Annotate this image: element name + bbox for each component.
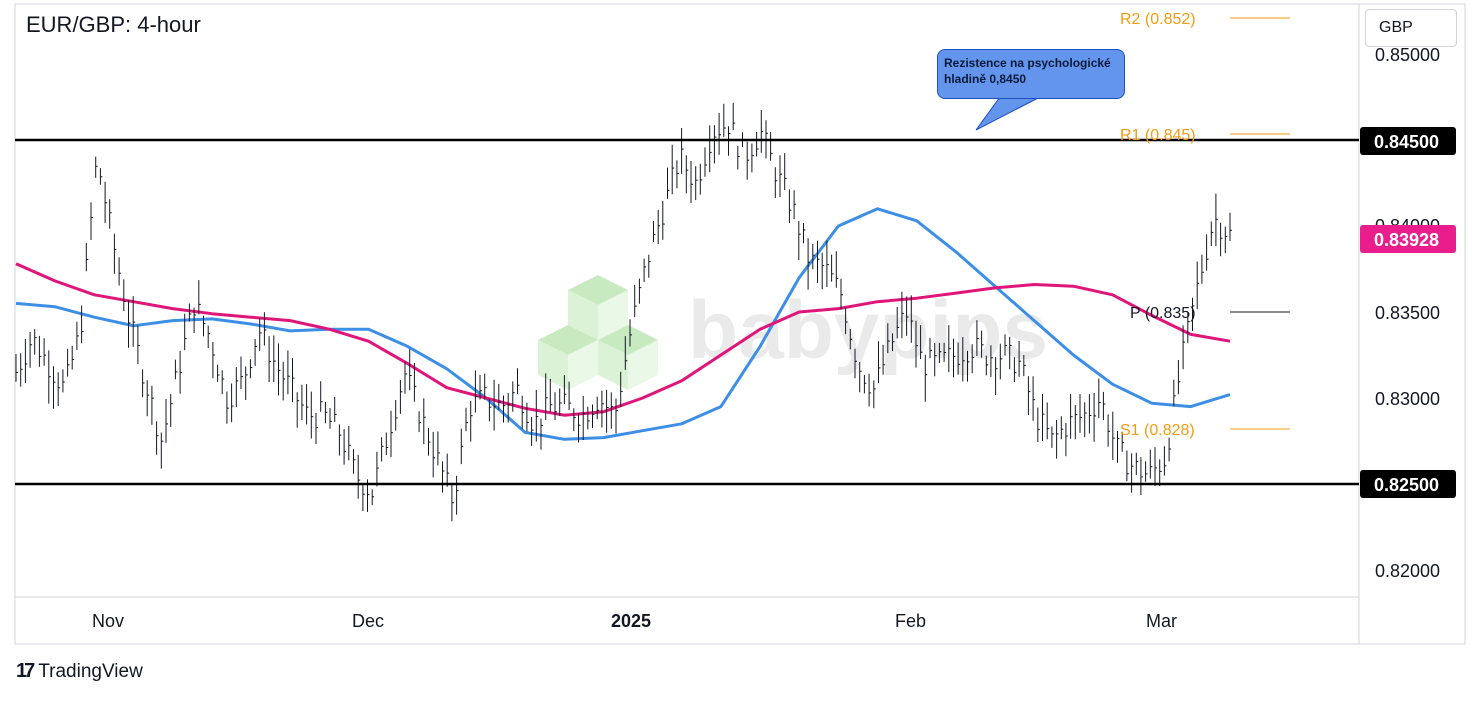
callout-pointer: [975, 96, 1041, 131]
ma-fast-line: [15, 207, 1231, 441]
x-tick-label: Dec: [352, 611, 384, 631]
currency-label: GBP: [1379, 19, 1413, 36]
chart-frame: [14, 3, 1466, 645]
x-tick-label: 2025: [611, 611, 651, 631]
currency-selector[interactable]: GBP: [1365, 9, 1457, 47]
current-price-label: 0.83928: [1360, 225, 1456, 253]
y-tick-label: 0.83500: [1375, 303, 1440, 323]
svg-text:0.84500: 0.84500: [1374, 132, 1439, 152]
x-tick-label: Feb: [895, 611, 926, 631]
price-label-0845: 0.84500: [1360, 127, 1456, 155]
moving-averages: [15, 207, 1231, 441]
price-candles: [15, 102, 1232, 522]
tradingview-brand: TradingView: [38, 660, 143, 682]
pivot-label-r1: R1 (0.845): [1120, 127, 1196, 144]
x-tick-label: Mar: [1146, 611, 1177, 631]
watermark-text: babypips: [688, 285, 1048, 376]
pivot-label-s1: S1 (0.828): [1120, 422, 1195, 439]
chart-title: EUR/GBP: 4-hour: [26, 12, 201, 37]
y-tick-label: 0.82000: [1375, 561, 1440, 581]
svg-text:0.83928: 0.83928: [1374, 230, 1439, 250]
ma-slow-line: [15, 262, 1231, 417]
watermark-cubes-icon: [538, 275, 658, 390]
tradingview-logo[interactable]: 17 TradingView: [16, 660, 143, 683]
price-label-0825: 0.82500: [1360, 470, 1456, 498]
pivot-label-r2: R2 (0.852): [1120, 11, 1196, 28]
y-tick-label: 0.83000: [1375, 389, 1440, 409]
pivot-label-p: P (0.835): [1130, 305, 1196, 322]
resistance-callout: Rezistence na psychologické hladině 0,84…: [937, 49, 1125, 99]
y-tick-label: 0.85000: [1375, 45, 1440, 65]
svg-text:0.82500: 0.82500: [1374, 475, 1439, 495]
tradingview-logo-icon: 17: [16, 660, 35, 682]
x-tick-label: Nov: [92, 611, 124, 631]
